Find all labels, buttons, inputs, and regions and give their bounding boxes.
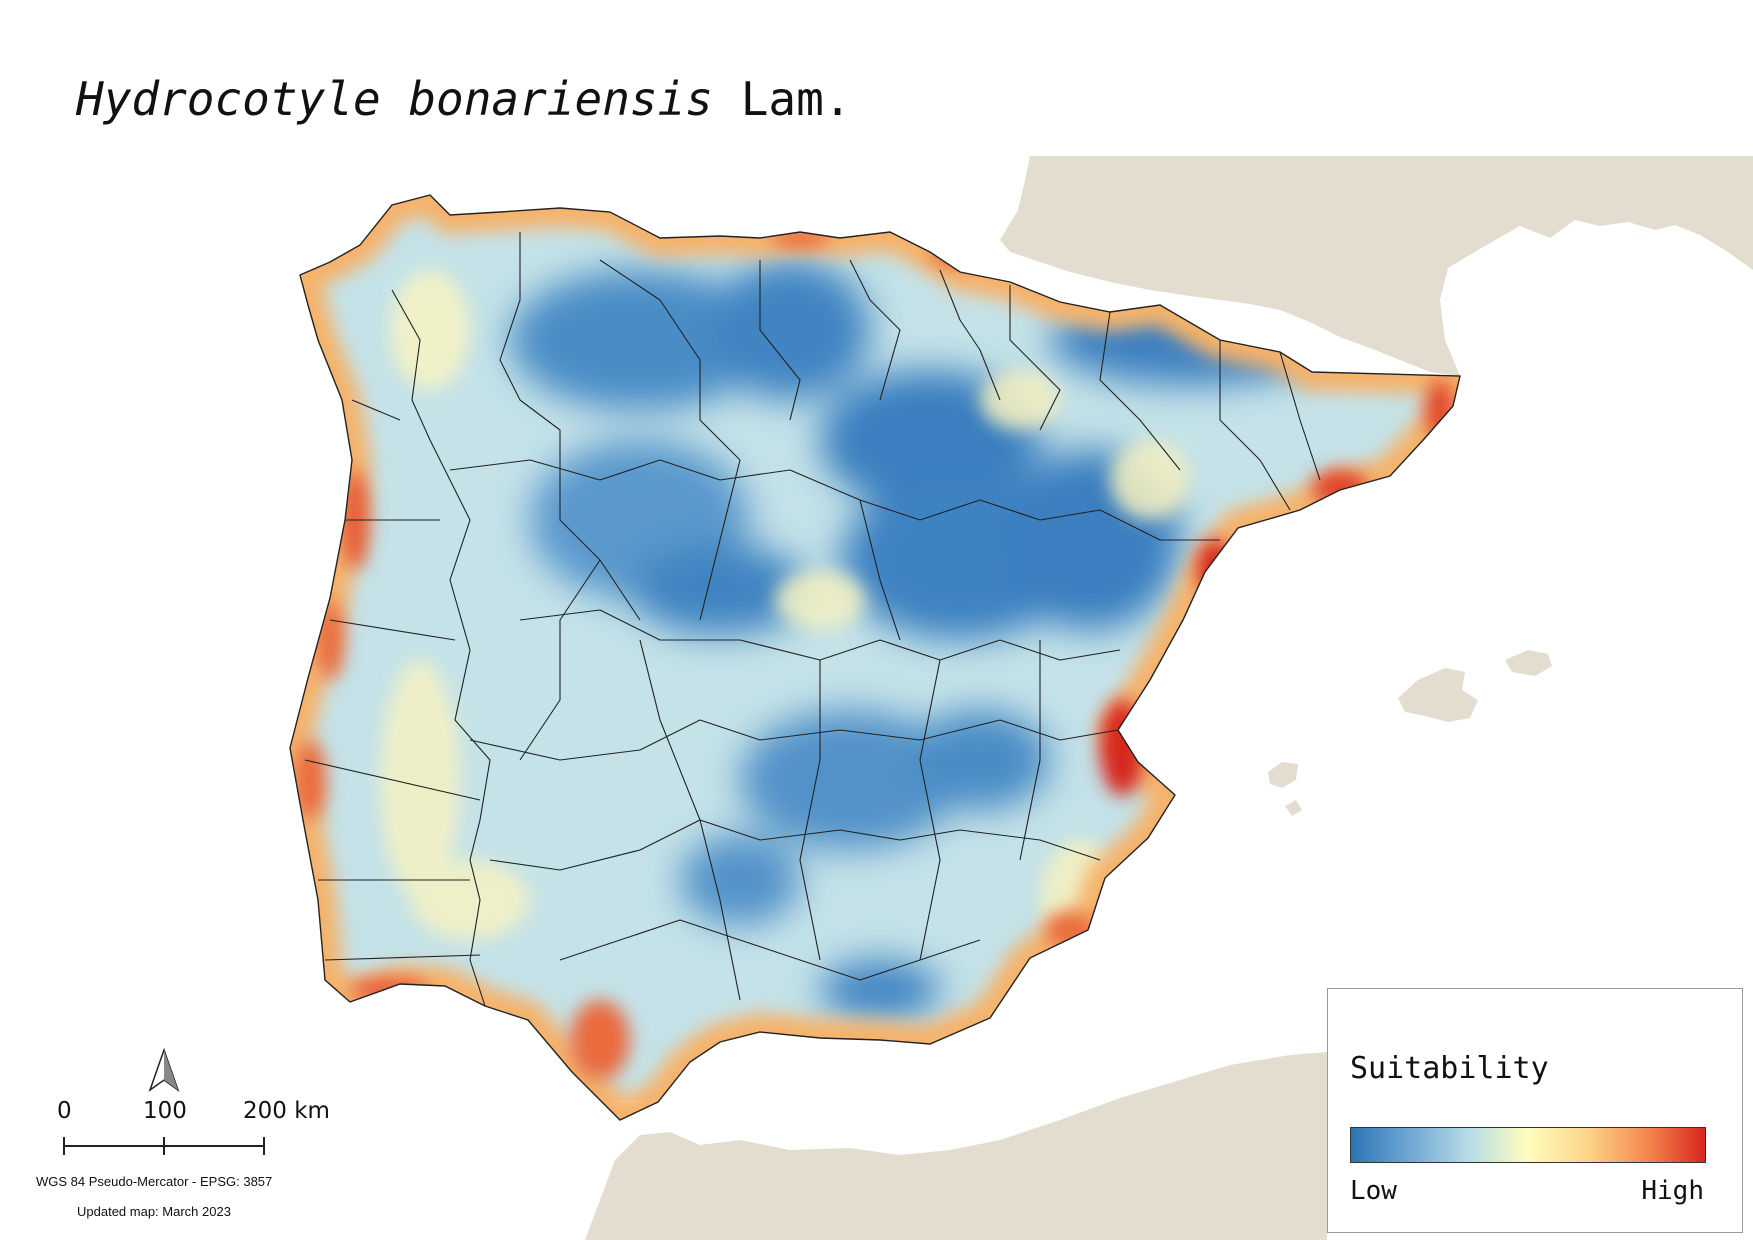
island-formentera <box>1285 800 1302 816</box>
species-name: Hydrocotyle bonariensis <box>76 72 713 126</box>
scale-tick-100: 100 <box>143 1098 187 1124</box>
island-ibiza <box>1268 762 1298 788</box>
legend-title: Suitability <box>1350 1051 1549 1086</box>
province-boundaries <box>304 232 1321 1007</box>
legend-low-label: Low <box>1350 1176 1397 1206</box>
land-north-africa <box>585 1052 1327 1240</box>
scale-tick-0: 0 <box>57 1098 72 1124</box>
legend-high-label: High <box>1641 1176 1704 1206</box>
scale-bar <box>63 1137 265 1155</box>
land-france <box>1000 156 1753 376</box>
north-arrow-icon <box>148 1047 180 1092</box>
map-title: Hydrocotyle bonariensis Lam. <box>76 72 851 126</box>
species-author: Lam. <box>740 72 852 126</box>
island-mallorca <box>1398 668 1478 722</box>
legend-color-ramp <box>1350 1127 1706 1163</box>
crs-note: WGS 84 Pseudo-Mercator - EPSG: 3857 <box>36 1174 273 1189</box>
updated-note: Updated map: March 2023 <box>77 1204 231 1219</box>
legend-panel: Suitability Low High <box>1327 988 1743 1233</box>
island-menorca <box>1505 650 1552 676</box>
scale-tick-200: 200 km <box>243 1098 330 1124</box>
scale-bar-area: 0 100 200 km WGS 84 Pseudo-Mercator - EP… <box>0 1040 360 1240</box>
